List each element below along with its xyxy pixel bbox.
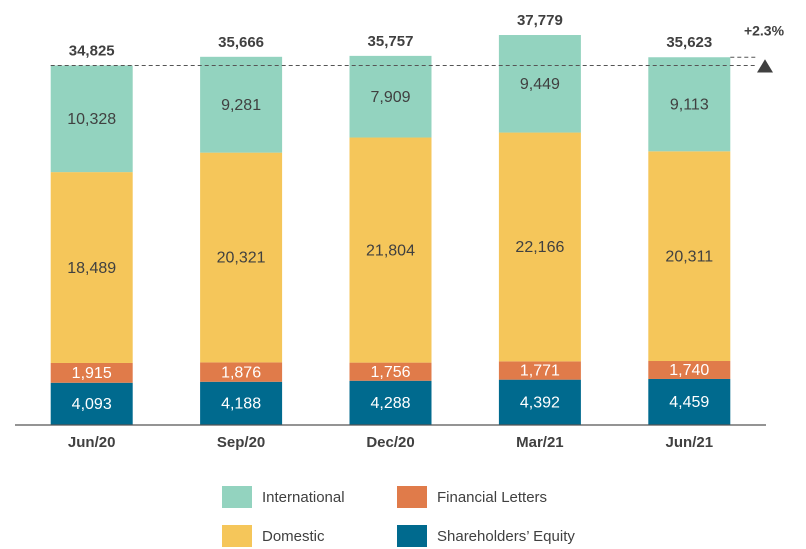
bar-segment	[498, 35, 581, 133]
legend-swatch	[397, 486, 427, 508]
segment-label: 20,321	[217, 250, 266, 267]
bar-segment	[648, 361, 731, 379]
total-label: 34,825	[69, 42, 115, 59]
bar-segment	[50, 362, 133, 383]
bar-segment	[498, 379, 581, 425]
x-tick-label: Dec/20	[366, 434, 414, 451]
bar-segment	[200, 362, 283, 382]
legend-label: Domestic	[262, 528, 325, 545]
total-label: 37,779	[517, 12, 563, 29]
segment-label: 4,459	[669, 394, 709, 411]
segment-label: 1,915	[72, 365, 112, 382]
bar-segment	[50, 172, 133, 363]
segment-label: 1,876	[221, 364, 261, 381]
segment-label: 4,288	[370, 395, 410, 412]
growth-annotation: +2.3%	[744, 23, 785, 39]
bar-segment	[498, 361, 581, 380]
segment-label: 4,392	[520, 395, 560, 412]
x-tick-label: Sep/20	[217, 434, 265, 451]
bar-segment	[349, 380, 432, 425]
segment-label: 7,909	[370, 89, 410, 106]
segment-label: 9,113	[670, 97, 709, 114]
bar-segment	[200, 152, 283, 363]
segment-label: 20,311	[665, 248, 713, 265]
segment-label: 9,449	[520, 76, 560, 93]
bar-segment	[349, 362, 432, 381]
growth-arrow	[757, 59, 773, 73]
x-tick-label: Jun/21	[666, 434, 714, 451]
segment-label: 1,756	[370, 364, 410, 381]
segment-label: 10,328	[67, 111, 116, 128]
bar-segment	[349, 55, 432, 138]
bar-segment	[648, 378, 731, 425]
segment-label: 9,281	[221, 97, 261, 114]
x-tick-label: Mar/21	[516, 434, 564, 451]
segment-label: 1,771	[520, 363, 560, 380]
total-label: 35,666	[218, 34, 264, 51]
segment-label: 4,093	[72, 396, 112, 413]
segment-label: 22,166	[515, 239, 564, 256]
segment-label: 21,804	[366, 242, 415, 259]
segment-label: 4,188	[221, 396, 261, 413]
bar-segment	[349, 137, 432, 363]
bar-segment	[50, 382, 133, 425]
bar-segment	[648, 57, 731, 152]
total-label: 35,757	[368, 33, 414, 50]
bar-segment	[200, 381, 283, 425]
x-tick-label: Jun/20	[68, 434, 116, 451]
legend-swatch	[397, 525, 427, 547]
legend-label: Shareholders’ Equity	[437, 528, 575, 545]
bar-segment	[648, 151, 731, 362]
legend-swatch	[222, 525, 252, 547]
legend-label: International	[262, 489, 345, 506]
segment-label: 18,489	[67, 260, 116, 277]
bar-segment	[50, 65, 133, 173]
legend-label: Financial Letters	[437, 489, 547, 506]
segment-label: 1,740	[669, 362, 709, 379]
total-label: 35,623	[666, 34, 712, 51]
bar-segment	[200, 56, 283, 153]
legend-swatch	[222, 486, 252, 508]
bar-segment	[498, 132, 581, 362]
